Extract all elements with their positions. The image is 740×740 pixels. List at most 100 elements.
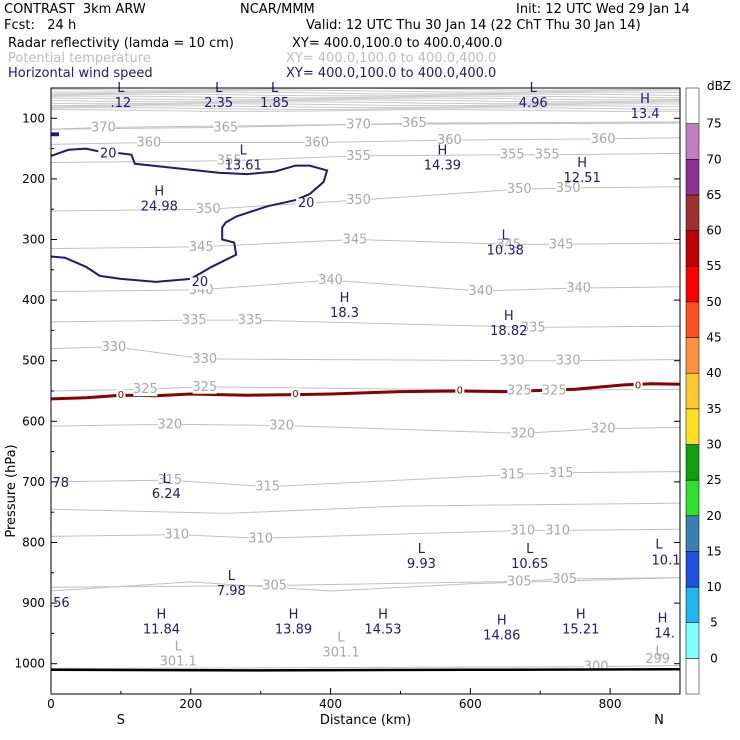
label-background — [500, 355, 525, 368]
extremum-marker: H — [157, 607, 167, 622]
colorbar-swatch — [685, 444, 700, 481]
label-background — [116, 389, 126, 402]
x-tick-label: 800 — [599, 697, 622, 711]
colorbar-level-label: 55 — [706, 259, 721, 273]
theta-label: 315 — [549, 466, 574, 481]
extremum-marker: L — [526, 542, 534, 557]
edge-label: H — [658, 611, 668, 626]
label-background — [346, 119, 371, 132]
label-background — [437, 135, 462, 148]
label-background — [164, 529, 189, 542]
theta-label: 350 — [556, 181, 581, 196]
label-background — [566, 282, 591, 295]
label-background — [157, 419, 182, 432]
colorbar-unit-label: dBZ — [707, 79, 731, 93]
theta-label: 310 — [248, 531, 273, 546]
theta-label: 320 — [269, 419, 294, 434]
theta-label: 345 — [549, 237, 574, 252]
theta-label: 370 — [346, 117, 371, 132]
extremum-marker: H — [289, 607, 299, 622]
theta-label: 325 — [133, 382, 158, 397]
label-background — [217, 155, 242, 168]
theta-contour-320 — [50, 423, 681, 434]
x-tick-label: 600 — [459, 697, 482, 711]
extremum-marker: H — [154, 184, 164, 199]
extremum-marker: H — [576, 607, 586, 622]
org-label: NCAR/MMM — [240, 2, 315, 17]
ground-line — [50, 667, 681, 672]
theta-contour-330 — [50, 346, 681, 362]
theta-label: 330 — [101, 340, 126, 355]
y-axis-title: Pressure (hPa) — [4, 444, 19, 537]
theta-contour-345 — [50, 238, 681, 250]
edge-label: 10.1 — [652, 554, 681, 569]
extremum-value: 14.39 — [424, 159, 461, 174]
label-background — [584, 661, 609, 674]
x-tick-label: 200 — [179, 697, 202, 711]
colorbar-swatch — [685, 586, 700, 623]
theta-contour-340 — [50, 279, 681, 293]
field-wind-name: Horizontal wind speed — [8, 66, 153, 81]
label-background — [521, 322, 546, 335]
extremum-value: 2.35 — [204, 96, 233, 111]
label-background — [510, 428, 535, 441]
theta-label: 355 — [217, 154, 242, 169]
theta-label: 340 — [318, 273, 343, 288]
colorbar-level-label: 75 — [706, 117, 721, 131]
label-background — [346, 150, 371, 163]
theta-label: 340 — [566, 281, 591, 296]
label-background — [136, 137, 161, 150]
colorbar-level-label: 25 — [706, 473, 721, 487]
theta-contour — [50, 101, 681, 105]
theta-contour — [50, 109, 681, 112]
theta-label: 360 — [437, 133, 462, 148]
theta-label: 330 — [556, 354, 581, 369]
label-background — [468, 286, 493, 299]
label-background — [343, 234, 368, 247]
field-reflectivity-xy: XY= 400.0,100.0 to 400.0,400.0 — [292, 36, 503, 51]
colorbar-level-label: 5 — [710, 616, 718, 630]
label-background — [213, 122, 238, 135]
extremum-value: 9.93 — [407, 557, 436, 572]
colorbar-level-label: 70 — [706, 152, 721, 166]
zero-label: 0 — [292, 389, 298, 400]
theta-contour-305 — [50, 577, 681, 588]
edge-label: L — [655, 645, 663, 660]
extremum-value: 13.4 — [631, 107, 660, 122]
theta-label: 365 — [213, 120, 238, 135]
extremum-value: 12.51 — [564, 171, 601, 186]
extremum-value: 6.24 — [152, 487, 181, 502]
theta-contour — [50, 103, 681, 107]
label-background — [455, 384, 465, 397]
theta-label: 350 — [196, 202, 221, 217]
theta-label: 305 — [552, 572, 577, 587]
wind-contour — [51, 132, 59, 137]
right-endpoint-label: N — [654, 713, 664, 728]
label-background — [542, 385, 567, 398]
colorbar: 0 5 10 15 20 25 30 35 40 45 50 55 60 65 70 75 dBZ — [685, 79, 731, 695]
theta-contour — [50, 105, 681, 109]
colorbar-swatch — [685, 123, 700, 160]
label-background — [196, 204, 221, 217]
colorbar-level-label: 0 — [710, 651, 718, 665]
theta-label: 355 — [346, 149, 371, 164]
y-tick-label: 200 — [22, 172, 45, 186]
theta-label: 335 — [182, 313, 207, 328]
colorbar-swatch — [685, 337, 700, 374]
edge-label: 78 — [53, 476, 70, 491]
theta-label: 355 — [500, 148, 525, 163]
theta-contour-335 — [50, 319, 681, 328]
theta-label: 360 — [304, 136, 329, 151]
label-background — [402, 118, 427, 131]
theta-contour — [50, 87, 681, 91]
theta-contour — [50, 91, 681, 95]
label-background — [549, 467, 574, 480]
x-axis-title: Distance (km) — [320, 713, 411, 728]
label-background — [133, 384, 158, 397]
theta-contour — [50, 89, 681, 93]
label-background — [552, 573, 577, 586]
colorbar-swatch — [685, 622, 700, 659]
label-background — [507, 576, 532, 589]
colorbar-swatch — [685, 159, 700, 196]
label-background — [510, 525, 535, 538]
